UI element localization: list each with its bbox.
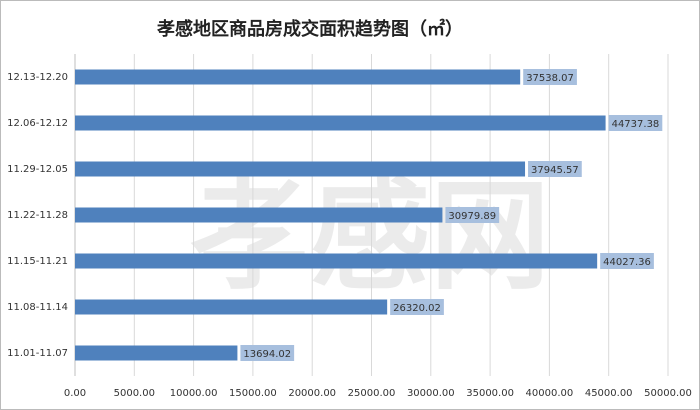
value-label-bg: [528, 161, 582, 177]
value-label: 30979.89: [448, 211, 496, 222]
bar: [75, 253, 598, 269]
y-tick-label: 11.29-12.05: [7, 164, 68, 175]
y-tick-label: 11.15-11.21: [7, 256, 68, 267]
x-tick-label: 50000.00: [644, 388, 692, 399]
value-label-bg: [523, 69, 577, 85]
value-label-bg: [608, 115, 663, 131]
x-tick-label: 45000.00: [585, 388, 633, 399]
x-tick-label: 40000.00: [526, 388, 574, 399]
bar: [75, 69, 521, 85]
bar: [75, 161, 526, 177]
x-tick-label: 0.00: [64, 388, 86, 399]
y-tick-label: 12.13-12.20: [7, 72, 68, 83]
chart-title: 孝感地区商品房成交面积趋势图（㎡）: [156, 18, 463, 40]
value-label-bg: [390, 299, 444, 315]
y-tick-label: 11.08-11.14: [7, 302, 68, 313]
bar: [75, 345, 238, 361]
bar: [75, 207, 443, 223]
value-label-bg: [445, 207, 500, 223]
watermark: 孝感网: [190, 168, 550, 307]
y-tick-label: 11.01-11.07: [7, 348, 68, 359]
y-tick-label: 11.22-11.28: [7, 210, 68, 221]
x-tick-label: 20000.00: [288, 388, 336, 399]
value-label: 37538.07: [526, 73, 574, 84]
x-tick-label: 25000.00: [348, 388, 396, 399]
value-label: 37945.57: [531, 165, 579, 176]
bar: [75, 115, 606, 131]
value-label: 44027.36: [603, 257, 651, 268]
x-tick-label: 10000.00: [170, 388, 218, 399]
x-tick-label: 30000.00: [407, 388, 455, 399]
x-tick-label: 5000.00: [114, 388, 155, 399]
value-label: 13694.02: [243, 349, 291, 360]
y-tick-label: 12.06-12.12: [7, 118, 68, 129]
value-label: 26320.02: [393, 303, 441, 314]
value-label: 44737.38: [612, 119, 660, 130]
x-tick-label: 15000.00: [229, 388, 277, 399]
value-label-bg: [600, 253, 654, 269]
x-tick-label: 35000.00: [466, 388, 514, 399]
value-label-bg: [240, 345, 295, 361]
bar: [75, 299, 388, 315]
